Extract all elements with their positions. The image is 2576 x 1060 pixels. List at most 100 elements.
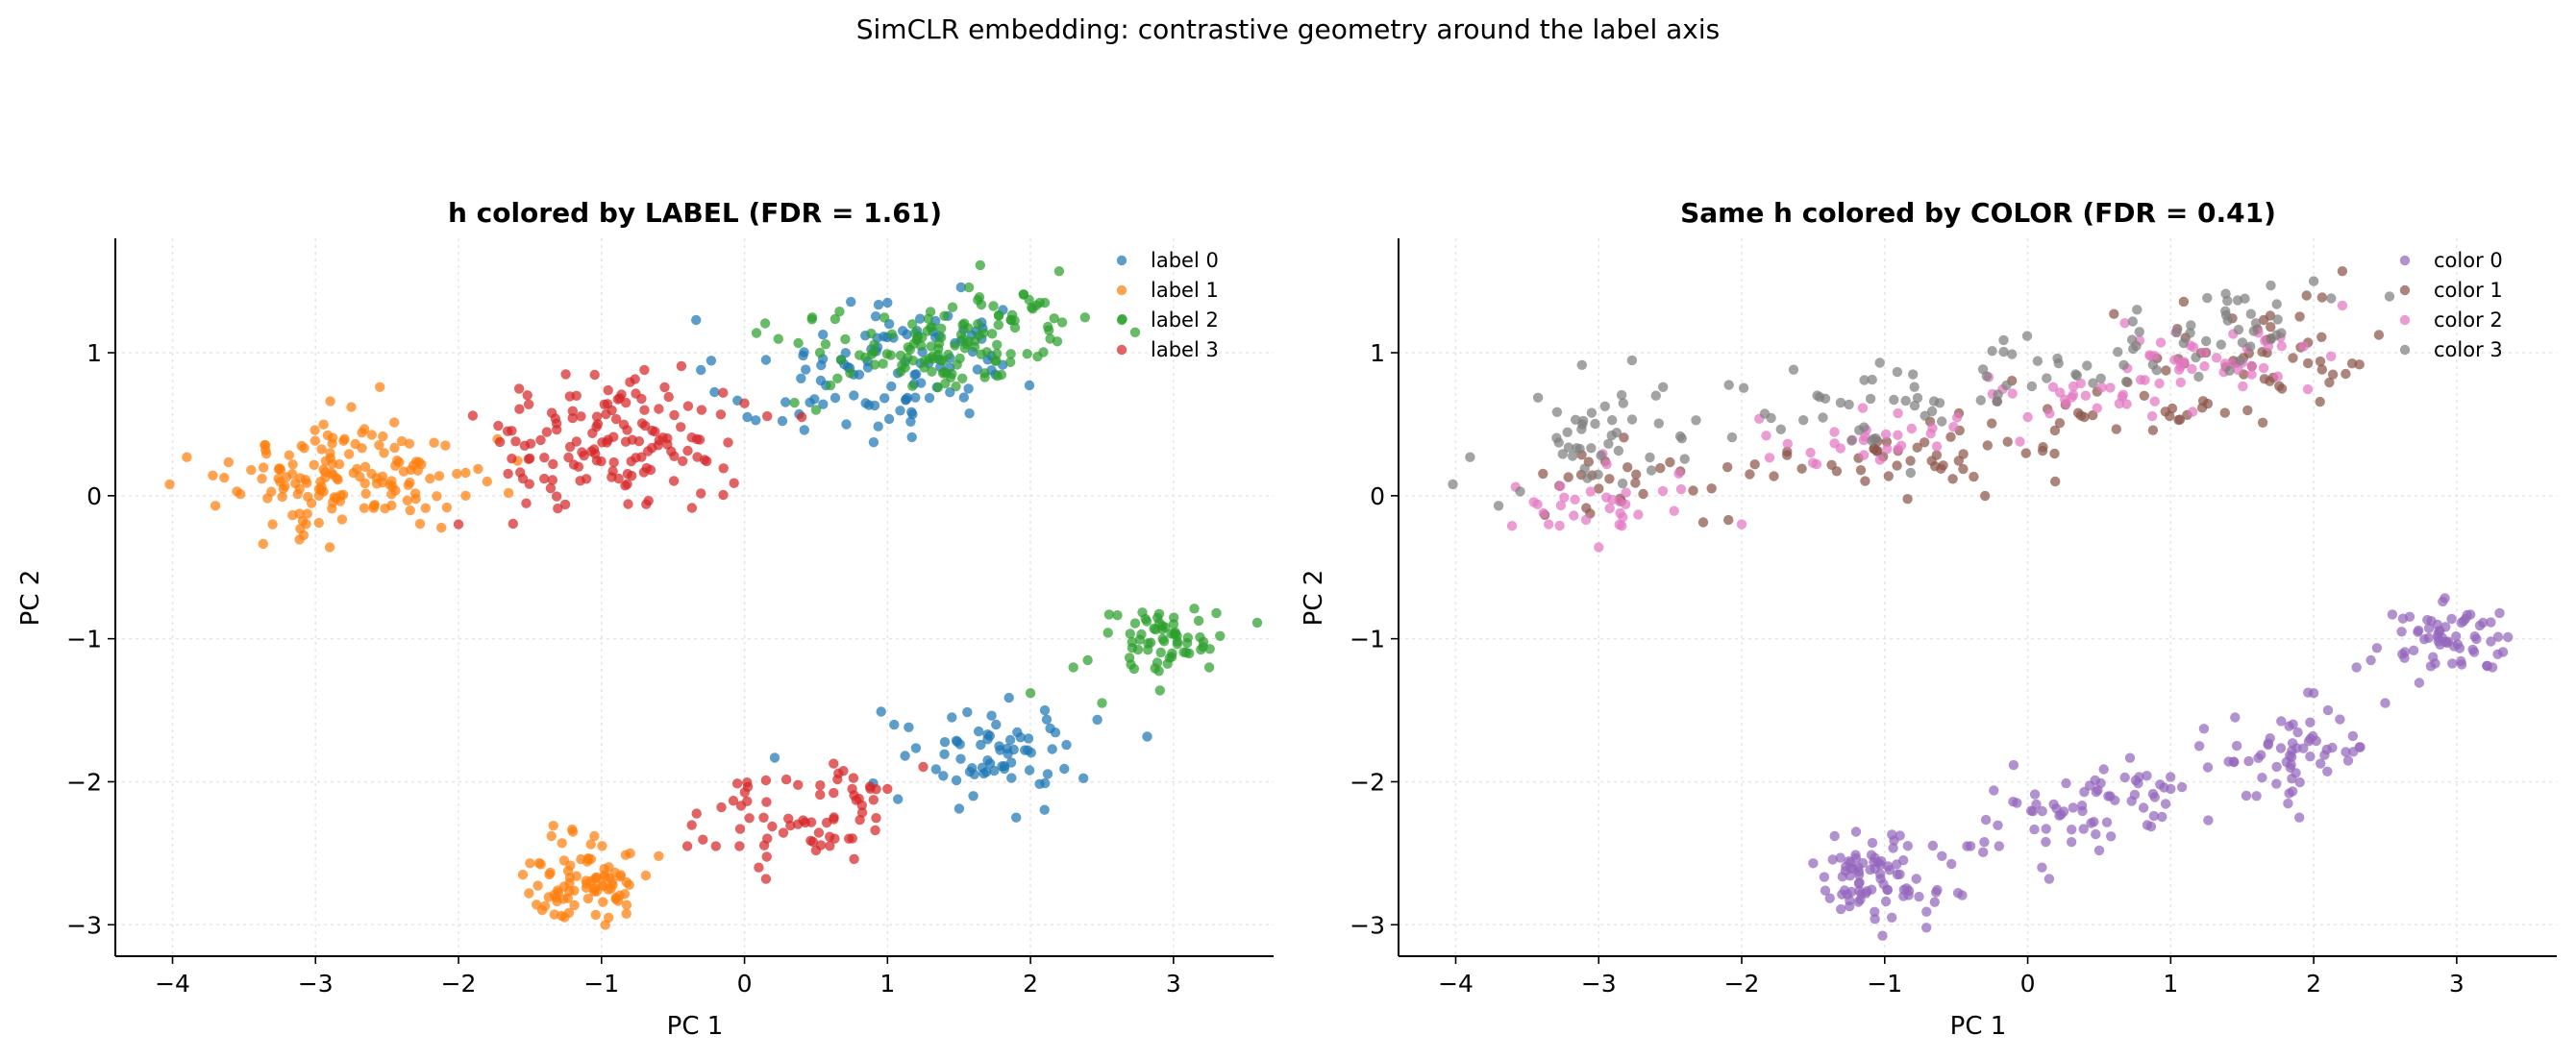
scatter-point — [2119, 772, 2130, 783]
scatter-point — [1902, 494, 1913, 505]
scatter-point — [2049, 425, 2061, 436]
scatter-point — [2288, 719, 2298, 729]
x-tick-label: −4 — [1438, 970, 1474, 998]
scatter-point — [287, 509, 298, 521]
scatter-point — [718, 489, 729, 501]
scatter-point — [2001, 380, 2012, 391]
scatter-point — [1958, 449, 1969, 459]
y-axis-label-color-panel: PC 2 — [1300, 570, 1328, 627]
scatter-point — [1621, 499, 1631, 509]
scatter-point — [1952, 888, 1964, 899]
scatter-point — [510, 436, 521, 447]
scatter-point — [854, 369, 865, 380]
scatter-point — [879, 393, 890, 404]
legend-entry: color 0 — [2399, 249, 2503, 272]
scatter-point — [2142, 771, 2152, 781]
legend-marker — [2399, 344, 2411, 356]
scatter-point — [1749, 459, 1760, 470]
scatter-point — [571, 390, 582, 401]
scatter-point — [2054, 418, 2066, 429]
scatter-point — [2246, 360, 2257, 371]
scatter-point — [698, 834, 708, 845]
scatter-point — [2231, 740, 2242, 752]
scatter-point — [569, 885, 580, 896]
scatter-point — [918, 761, 929, 773]
scatter-point — [1829, 830, 1840, 842]
scatter-point — [559, 499, 571, 510]
scatter-point — [1867, 884, 1877, 895]
scatter-point — [696, 405, 707, 415]
scatter-point — [2219, 358, 2231, 369]
scatter-point — [2371, 643, 2383, 653]
scatter-point — [564, 441, 576, 453]
series-label-1 — [164, 382, 664, 930]
scatter-point — [991, 356, 1002, 366]
scatter-point — [1870, 433, 1881, 444]
scatter-point — [715, 409, 727, 420]
scatter-point — [318, 464, 329, 475]
scatter-point — [1005, 357, 1016, 367]
scatter-point — [302, 508, 312, 519]
scatter-point — [886, 329, 898, 339]
scatter-point — [392, 456, 403, 466]
y-tick-label: −1 — [66, 626, 102, 653]
scatter-point — [2155, 337, 2167, 348]
scatter-point — [1906, 423, 1918, 434]
scatter-point — [2348, 747, 2359, 757]
scatter-point — [1858, 434, 1870, 446]
scatter-point — [1958, 463, 1969, 475]
scatter-point — [1921, 923, 1932, 933]
scatter-point — [329, 492, 340, 503]
scatter-point — [936, 332, 947, 343]
scatter-point — [2067, 825, 2077, 835]
scatter-point — [951, 381, 961, 392]
scatter-point — [357, 428, 367, 438]
scatter-point — [1893, 444, 1903, 455]
scatter-point — [2271, 330, 2282, 340]
scatter-point — [337, 489, 349, 501]
scatter-point — [1764, 453, 1775, 463]
scatter-point — [1041, 714, 1053, 725]
scatter-point — [716, 801, 727, 813]
scatter-point — [2387, 609, 2398, 620]
scatter-point — [460, 467, 471, 479]
scatter-point — [1836, 903, 1846, 915]
scatter-point — [964, 408, 975, 419]
scatter-point — [2326, 351, 2337, 361]
scatter-point — [895, 350, 906, 361]
scatter-point — [1948, 422, 1959, 432]
scatter-point — [633, 436, 645, 447]
scatter-point — [2082, 360, 2093, 371]
scatter-point — [1865, 393, 1876, 405]
scatter-point — [1987, 346, 1997, 357]
scatter-point — [2050, 476, 2061, 487]
scatter-point — [597, 841, 607, 851]
scatter-point — [1872, 857, 1884, 868]
scatter-point — [623, 499, 633, 509]
scatter-point — [958, 392, 969, 403]
scatter-point — [2135, 375, 2146, 385]
scatter-point — [1615, 507, 1625, 519]
scatter-point — [2202, 292, 2213, 304]
scatter-point — [989, 765, 1000, 777]
scatter-point — [873, 299, 884, 310]
scatter-point — [640, 420, 651, 431]
scatter-point — [2291, 768, 2301, 778]
legend-marker — [1116, 314, 1127, 326]
scatter-point — [2042, 373, 2052, 383]
scatter-point — [2119, 318, 2130, 329]
scatter-point — [404, 438, 415, 449]
scatter-point — [2084, 780, 2095, 791]
scatter-point — [1061, 739, 1072, 751]
scatter-point — [2316, 292, 2327, 303]
scatter-point — [1931, 441, 1943, 452]
scatter-point — [352, 463, 362, 475]
scatter-point — [2305, 733, 2316, 744]
legend-marker — [2399, 255, 2411, 266]
scatter-point — [1102, 628, 1113, 638]
scatter-point — [2041, 836, 2051, 848]
scatter-point — [1563, 472, 1573, 482]
scatter-point — [2492, 649, 2503, 659]
scatter-point — [1824, 893, 1835, 903]
scatter-point — [1902, 841, 1914, 851]
